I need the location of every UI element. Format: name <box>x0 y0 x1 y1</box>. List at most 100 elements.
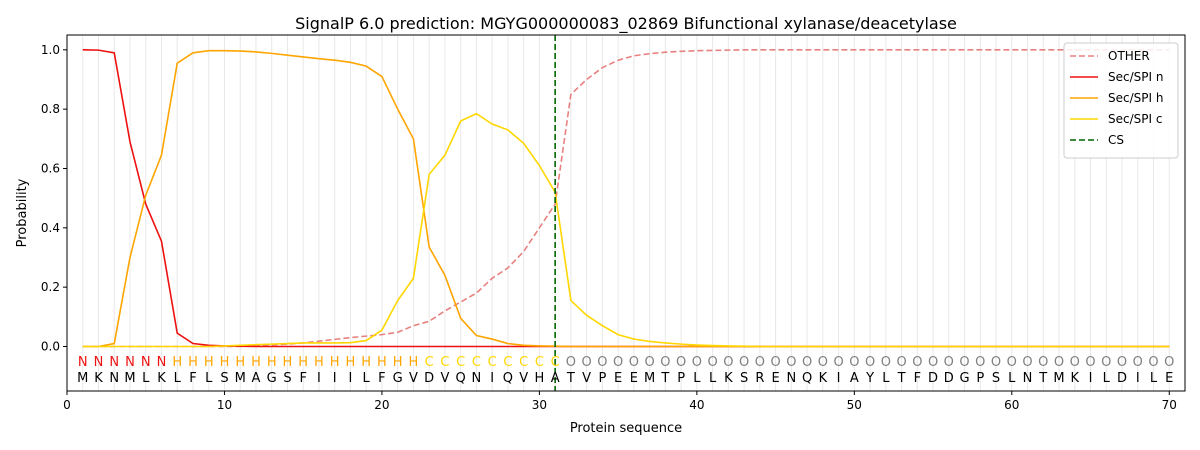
residue-letter: L <box>1103 371 1111 386</box>
residue-letter: A <box>551 371 560 386</box>
residue-letter: S <box>283 371 291 386</box>
residue-letter: L <box>205 371 213 386</box>
residue-letter: F <box>189 371 196 386</box>
region-label: H <box>235 355 245 370</box>
residue-letter: N <box>786 371 796 386</box>
region-label: H <box>251 355 261 370</box>
residue-letter: Y <box>865 371 874 386</box>
sequence-letters: NMNKNNNMNLNKHLHFHLHSHMHAHGHSHFHIHIHIHLHF… <box>77 355 1174 386</box>
region-label: O <box>770 355 780 370</box>
region-label: O <box>723 355 733 370</box>
residue-letter: I <box>349 371 353 386</box>
legend-label: CS <box>1108 133 1124 147</box>
region-label: H <box>283 355 293 370</box>
residue-letter: G <box>393 371 403 386</box>
legend-label: Sec/SPI c <box>1108 112 1162 126</box>
region-label: O <box>1164 355 1174 370</box>
chart-title: SignalP 6.0 prediction: MGYG000000083_02… <box>295 14 957 34</box>
residue-letter: E <box>614 371 622 386</box>
region-label: C <box>440 355 449 370</box>
region-label: H <box>346 355 356 370</box>
residue-letter: S <box>992 371 1000 386</box>
y-axis-ticks: 0.0 0.2 0.4 0.6 0.8 1.0 <box>41 43 67 354</box>
region-label: H <box>330 355 340 370</box>
legend: OTHER Sec/SPI n Sec/SPI h Sec/SPI c CS <box>1063 42 1179 159</box>
region-label: N <box>141 355 151 370</box>
residue-letter: M <box>77 371 88 386</box>
region-label: O <box>1022 355 1032 370</box>
y-axis-label: Probability <box>15 178 30 247</box>
region-label: C <box>488 355 497 370</box>
x-tick-label: 10 <box>217 398 232 412</box>
region-label: O <box>707 355 717 370</box>
region-label: O <box>692 355 702 370</box>
plot-lines <box>82 49 1170 348</box>
region-label: O <box>660 355 670 370</box>
residue-letter: Q <box>456 371 466 386</box>
residue-letter: L <box>1150 371 1158 386</box>
region-label: O <box>818 355 828 370</box>
region-label: O <box>582 355 592 370</box>
residue-letter: G <box>960 371 970 386</box>
region-label: H <box>393 355 403 370</box>
residue-letter: I <box>317 371 321 386</box>
region-label: O <box>944 355 954 370</box>
residue-letter: D <box>424 371 434 386</box>
region-label: O <box>613 355 623 370</box>
residue-letter: K <box>724 371 733 386</box>
residue-letter: M <box>1053 371 1064 386</box>
residue-letter: P <box>976 371 984 386</box>
residue-letter: K <box>1071 371 1080 386</box>
region-label: O <box>786 355 796 370</box>
residue-letter: T <box>660 371 669 386</box>
region-label: N <box>94 355 104 370</box>
y-tick-label: 1.0 <box>41 43 60 57</box>
residue-letter: I <box>333 371 337 386</box>
legend-label: OTHER <box>1108 49 1150 63</box>
region-label: O <box>1117 355 1127 370</box>
region-label: O <box>645 355 655 370</box>
residue-letter: L <box>1008 371 1016 386</box>
x-axis-ticks: 0 10 20 30 40 50 60 70 <box>63 391 1177 412</box>
region-label: C <box>456 355 465 370</box>
region-label: H <box>172 355 182 370</box>
region-label: O <box>991 355 1001 370</box>
region-label: O <box>1101 355 1111 370</box>
region-label: H <box>204 355 214 370</box>
region-label: O <box>597 355 607 370</box>
residue-letter: A <box>252 371 261 386</box>
residue-letter: N <box>472 371 482 386</box>
region-label: O <box>1038 355 1048 370</box>
region-label: H <box>361 355 371 370</box>
legend-label: Sec/SPI h <box>1108 91 1163 105</box>
residue-letter: P <box>598 371 606 386</box>
residue-letter: T <box>566 371 575 386</box>
residue-letter: F <box>378 371 385 386</box>
x-axis-label: Protein sequence <box>570 421 682 436</box>
region-label: C <box>551 355 560 370</box>
residue-letter: N <box>109 371 119 386</box>
residue-letter: L <box>142 371 150 386</box>
residue-letter: N <box>1023 371 1033 386</box>
residue-letter: G <box>267 371 277 386</box>
residue-letter: M <box>235 371 246 386</box>
x-tick-label: 40 <box>689 398 704 412</box>
region-label: O <box>849 355 859 370</box>
residue-letter: I <box>1089 371 1093 386</box>
residue-letter: T <box>897 371 906 386</box>
residue-letter: T <box>1038 371 1047 386</box>
region-label: O <box>865 355 875 370</box>
residue-letter: V <box>440 371 449 386</box>
residue-letter: A <box>850 371 859 386</box>
y-tick-label: 0.0 <box>41 340 60 354</box>
residue-letter: I <box>1136 371 1140 386</box>
region-label: H <box>377 355 387 370</box>
region-label: N <box>78 355 88 370</box>
region-label: H <box>298 355 308 370</box>
residue-letter: E <box>630 371 638 386</box>
series-line-sec-spi-c <box>82 112 1170 348</box>
region-label: N <box>109 355 119 370</box>
region-label: C <box>503 355 512 370</box>
region-label: O <box>629 355 639 370</box>
